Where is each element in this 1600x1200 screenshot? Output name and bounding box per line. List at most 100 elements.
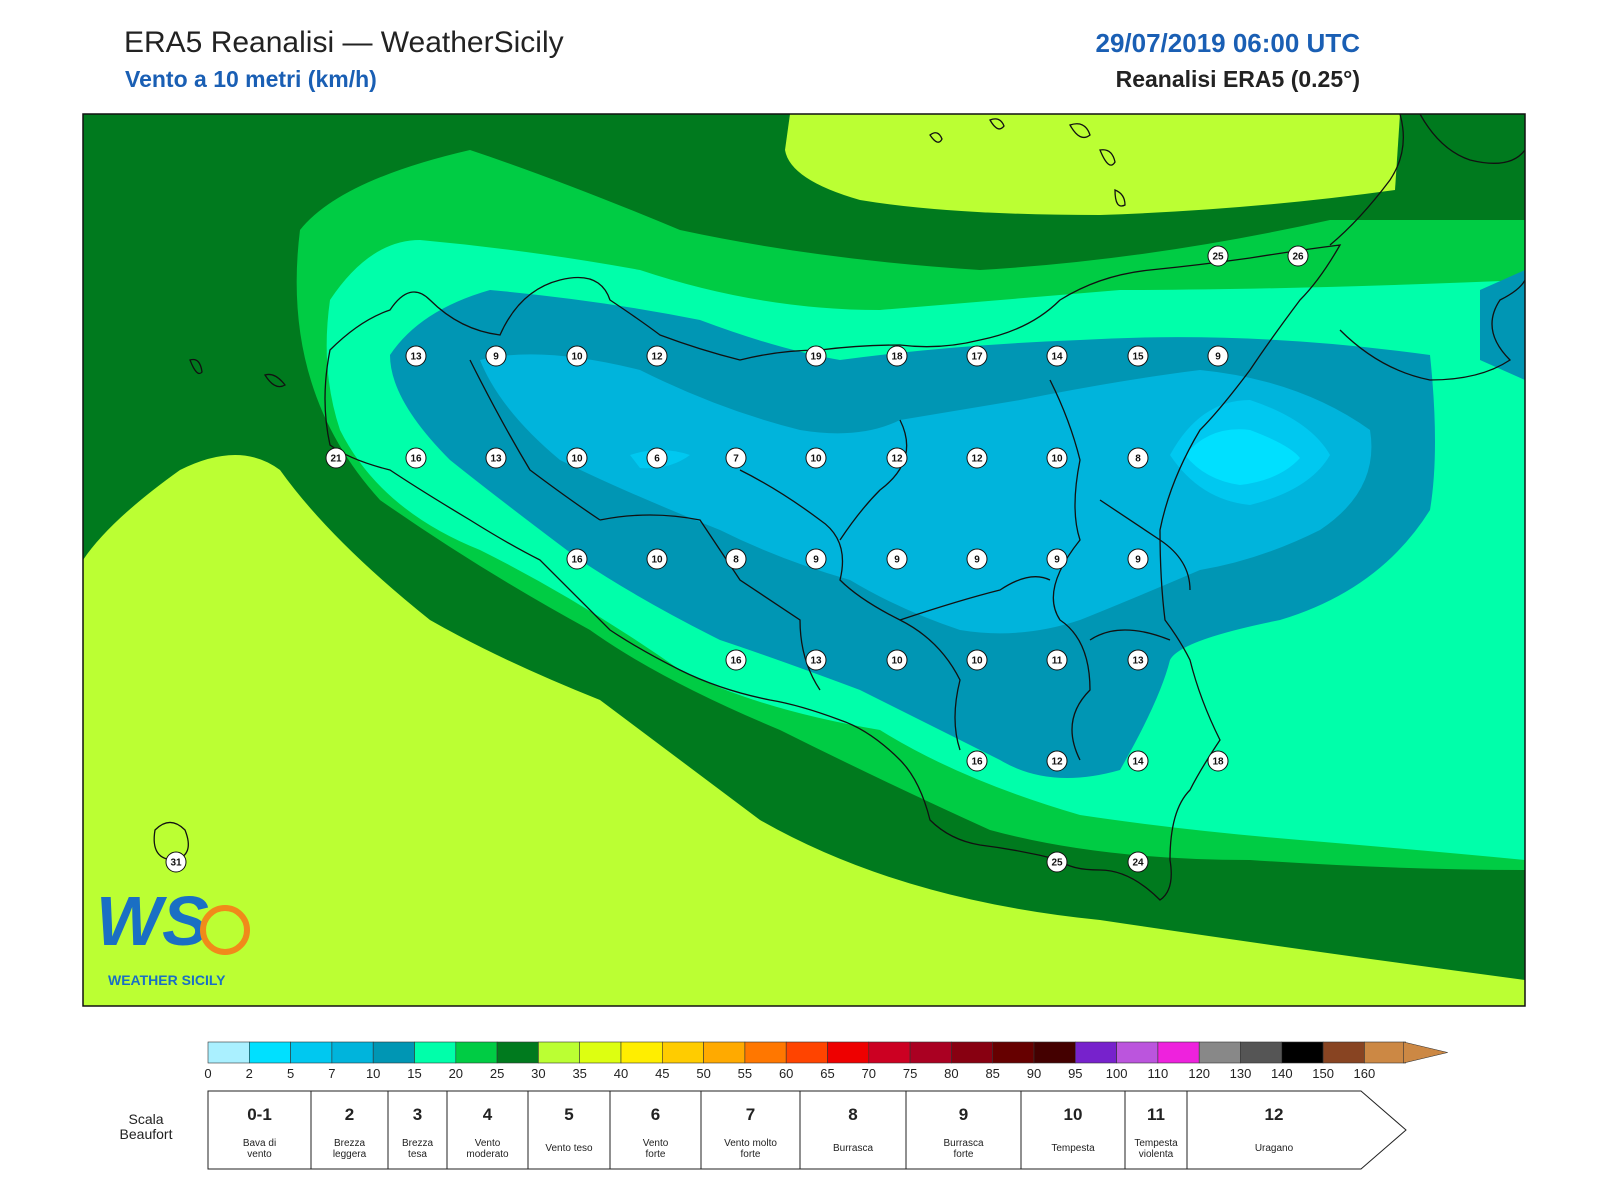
colorbar-swatch xyxy=(249,1041,291,1064)
beaufort-desc: moderato xyxy=(466,1149,509,1160)
colorbar-swatch xyxy=(909,1041,952,1064)
station-circle xyxy=(646,548,668,570)
beaufort-desc: Vento molto xyxy=(724,1138,777,1149)
beaufort-number: 6 xyxy=(651,1105,660,1124)
station-value: 12 xyxy=(891,454,903,465)
colorbar-tick-label: 65 xyxy=(820,1066,834,1081)
station-circle xyxy=(966,649,988,671)
station-value: 11 xyxy=(1052,656,1063,667)
station-circle xyxy=(966,447,988,469)
station-circle xyxy=(1207,245,1229,267)
beaufort-desc: Vento xyxy=(475,1138,501,1149)
station-circle xyxy=(805,649,827,671)
station-marker: 9 xyxy=(886,548,908,570)
colorbar-tick-label: 60 xyxy=(779,1066,793,1081)
station-marker: 8 xyxy=(1127,447,1149,469)
station-value: 9 xyxy=(493,352,499,363)
colorbar-swatch xyxy=(579,1041,622,1064)
station-value: 14 xyxy=(1051,352,1063,363)
station-value: 12 xyxy=(1051,757,1063,768)
station-marker: 13 xyxy=(1127,649,1149,671)
colorbar-tick-label: 15 xyxy=(407,1066,421,1081)
station-value: 18 xyxy=(891,352,903,363)
beaufort-number: 10 xyxy=(1064,1105,1083,1124)
beaufort-desc: leggera xyxy=(333,1149,367,1160)
station-value: 13 xyxy=(1132,656,1144,667)
station-marker: 14 xyxy=(1127,750,1149,772)
beaufort-desc: forte xyxy=(953,1149,973,1160)
station-marker: 16 xyxy=(566,548,588,570)
station-circle xyxy=(1127,345,1149,367)
station-circle xyxy=(966,750,988,772)
colorbar-tick-label: 110 xyxy=(1148,1066,1169,1081)
colorbar-tick-label: 70 xyxy=(862,1066,876,1081)
station-marker: 26 xyxy=(1287,245,1309,267)
station-circle xyxy=(1046,851,1068,873)
station-marker: 10 xyxy=(646,548,668,570)
weathersicily-logo: WS WEATHER SICILY xyxy=(96,882,250,988)
station-circle xyxy=(646,447,668,469)
beaufort-label-line2: Beaufort xyxy=(120,1126,173,1142)
beaufort-desc: Uragano xyxy=(1255,1143,1294,1154)
station-marker: 10 xyxy=(966,649,988,671)
beaufort-number: 2 xyxy=(345,1105,354,1124)
station-value: 26 xyxy=(1292,252,1304,263)
station-marker: 21 xyxy=(325,447,347,469)
colorbar-tick-label: 130 xyxy=(1230,1066,1252,1081)
station-value: 10 xyxy=(891,656,903,667)
map-datetime: 29/07/2019 06:00 UTC xyxy=(1095,28,1360,58)
station-marker: 12 xyxy=(646,345,668,367)
colorbar-tick-label: 25 xyxy=(490,1066,504,1081)
colorbar-tick-label: 120 xyxy=(1188,1066,1210,1081)
station-circle xyxy=(566,345,588,367)
beaufort-desc: Tempesta xyxy=(1134,1138,1178,1149)
beaufort-cell: 5 Vento teso xyxy=(527,1090,611,1170)
beaufort-arrow xyxy=(1186,1090,1407,1170)
beaufort-desc: Vento teso xyxy=(545,1143,593,1154)
station-value: 13 xyxy=(810,656,822,667)
station-value: 8 xyxy=(733,555,739,566)
station-value: 10 xyxy=(971,656,983,667)
beaufort-desc: forte xyxy=(645,1149,665,1160)
station-circle xyxy=(1207,345,1229,367)
station-value: 16 xyxy=(971,757,983,768)
station-value: 10 xyxy=(571,454,583,465)
colorbar-swatch xyxy=(785,1041,828,1064)
station-marker: 10 xyxy=(566,447,588,469)
station-circle xyxy=(1127,851,1149,873)
station-value: 6 xyxy=(654,454,660,465)
station-circle xyxy=(485,345,507,367)
beaufort-label-line1: Scala xyxy=(128,1111,163,1127)
station-marker: 13 xyxy=(485,447,507,469)
beaufort-cell: 12 Uragano xyxy=(1186,1090,1407,1170)
colorbar-tick-label: 10 xyxy=(366,1066,380,1081)
map-subtitle: Vento a 10 metri (km/h) xyxy=(125,66,377,92)
beaufort-number: 4 xyxy=(483,1105,493,1124)
station-marker: 16 xyxy=(966,750,988,772)
beaufort-desc: Bava di xyxy=(243,1138,276,1149)
sicily-coast xyxy=(324,244,1342,901)
station-value: 17 xyxy=(971,352,983,363)
logo-letters: WS xyxy=(96,882,209,960)
station-marker: 31 xyxy=(165,851,187,873)
colorbar-swatch xyxy=(1075,1041,1117,1064)
colorbar-swatch xyxy=(992,1041,1035,1064)
colorbar-swatch xyxy=(331,1041,374,1064)
station-marker: 9 xyxy=(1207,345,1229,367)
beaufort-cell: 10 Tempesta xyxy=(1020,1090,1126,1170)
station-markers: 13 9 10 12 19 18 17 14 15 9 21 16 13 10 6 7 10 12 12 10 8 16 1… xyxy=(165,245,1309,873)
station-value: 9 xyxy=(894,555,900,566)
logo-caption: WEATHER SICILY xyxy=(108,972,226,988)
station-circle xyxy=(1127,750,1149,772)
station-value: 18 xyxy=(1212,757,1224,768)
station-marker: 18 xyxy=(1207,750,1229,772)
colorbar-swatch xyxy=(1198,1041,1241,1064)
beaufort-desc: Tempesta xyxy=(1051,1143,1095,1154)
station-marker: 24 xyxy=(1127,851,1149,873)
station-circle xyxy=(886,345,908,367)
